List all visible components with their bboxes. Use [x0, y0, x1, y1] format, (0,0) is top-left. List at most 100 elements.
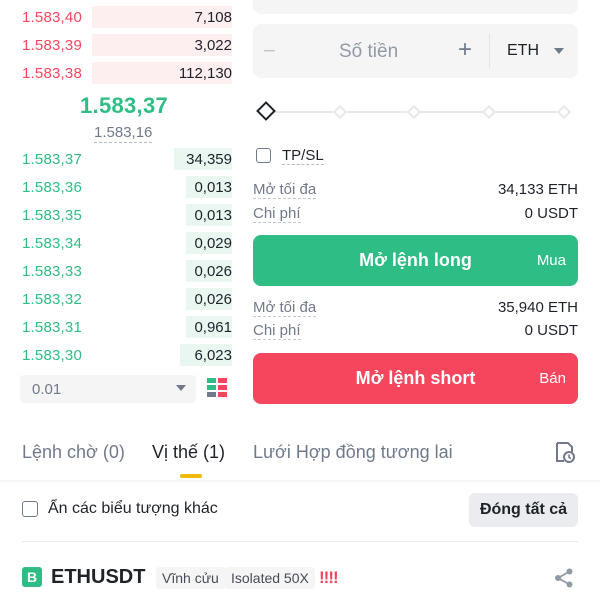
bid-price: 1.583,34: [22, 235, 82, 252]
precision-value: 0.01: [32, 381, 62, 398]
bid-depth-bar: [186, 316, 232, 338]
mark-price[interactable]: 1.583,16: [94, 124, 153, 143]
short-max-value: 35,940 ETH: [497, 299, 578, 316]
ask-row[interactable]: 1.583,40 7,108: [0, 3, 240, 31]
bid-price: 1.583,30: [22, 347, 82, 364]
long-max-label: Mở tối đa: [253, 181, 317, 199]
bid-quantity: 0,026: [194, 291, 232, 308]
ask-quantity: 112,130: [178, 65, 232, 82]
close-all-button[interactable]: Đóng tất cả: [469, 493, 578, 527]
sell-label: Bán: [539, 370, 566, 387]
long-cost-value: 0 USDT: [524, 205, 578, 222]
precision-select[interactable]: 0.01: [20, 375, 196, 403]
history-icon[interactable]: [554, 441, 576, 463]
layout-block: [218, 378, 227, 383]
leverage-slider[interactable]: [256, 100, 572, 124]
increase-button[interactable]: +: [458, 36, 473, 63]
bid-quantity: 0,013: [194, 207, 232, 224]
bid-depth-bar: [186, 176, 232, 198]
bid-quantity: 0,961: [194, 319, 232, 336]
open-long-label: Mở lệnh long: [359, 250, 472, 270]
tpsl-label: TP/SL: [282, 147, 324, 165]
decrease-button[interactable]: −: [263, 38, 276, 63]
open-long-button[interactable]: Mở lệnh long Mua: [253, 235, 578, 286]
chevron-down-icon: [554, 48, 564, 54]
bid-row[interactable]: 1.583,30 6,023: [0, 341, 240, 369]
bid-price: 1.583,33: [22, 263, 82, 280]
bid-depth-bar: [186, 204, 232, 226]
bid-price: 1.583,32: [22, 291, 82, 308]
bid-price: 1.583,31: [22, 319, 82, 336]
ask-quantity: 7,108: [194, 9, 232, 26]
orderbook-layout-icon[interactable]: [207, 378, 227, 398]
ask-quantity: 3,022: [194, 37, 232, 54]
layout-block: [207, 385, 216, 390]
short-cost-label: Chi phí: [253, 322, 301, 340]
active-tab-indicator: [180, 474, 202, 478]
bid-row[interactable]: 1.583,34 0,029: [0, 229, 240, 257]
hide-others-checkbox[interactable]: [22, 501, 38, 517]
bid-quantity: 6,023: [194, 347, 232, 364]
layout-block: [207, 378, 216, 383]
slider-tick[interactable]: [406, 104, 422, 120]
side-badge: B: [22, 567, 42, 587]
bid-row[interactable]: 1.583,37 34,359: [0, 145, 240, 173]
slider-handle[interactable]: [256, 101, 276, 121]
bid-depth-bar: [186, 260, 232, 282]
ask-price: 1.583,40: [22, 9, 82, 26]
bid-row[interactable]: 1.583,32 0,026: [0, 285, 240, 313]
risk-warning: !!!!: [319, 568, 339, 587]
position-symbol[interactable]: ETHUSDT: [51, 566, 146, 588]
ask-price: 1.583,39: [22, 37, 82, 54]
previous-field-bottom: [253, 0, 578, 14]
last-price: 1.583,37: [80, 93, 169, 118]
tpsl-checkbox[interactable]: [256, 148, 271, 163]
hide-others-label: Ẩn các biểu tượng khác: [48, 500, 218, 517]
tab-positions[interactable]: Vị thế (1): [152, 442, 226, 462]
bid-price: 1.583,36: [22, 179, 82, 196]
tab-futures-grid[interactable]: Lưới Hợp đồng tương lai: [253, 442, 453, 462]
slider-tick[interactable]: [332, 104, 348, 120]
bid-quantity: 0,013: [194, 179, 232, 196]
bid-row[interactable]: 1.583,36 0,013: [0, 173, 240, 201]
bid-quantity: 0,029: [194, 235, 232, 252]
amount-placeholder: Số tiền: [339, 41, 399, 62]
ask-depth-bar: [92, 34, 232, 56]
ask-row[interactable]: 1.583,38 112,130: [0, 59, 240, 87]
ask-price: 1.583,38: [22, 65, 82, 82]
bid-price: 1.583,37: [22, 151, 82, 168]
bid-row[interactable]: 1.583,35 0,013: [0, 201, 240, 229]
slider-tick[interactable]: [556, 104, 572, 120]
buy-label: Mua: [536, 252, 566, 269]
layout-block: [218, 392, 227, 397]
chevron-down-icon: [176, 385, 186, 391]
bid-depth-bar: [180, 344, 232, 366]
amount-divider: [489, 34, 490, 68]
tab-open-orders[interactable]: Lệnh chờ (0): [22, 442, 125, 462]
long-max-value: 34,133 ETH: [497, 181, 578, 198]
open-short-label: Mở lệnh short: [355, 368, 476, 388]
bid-price: 1.583,35: [22, 207, 82, 224]
ask-depth-bar: [92, 62, 232, 84]
layout-block: [218, 385, 227, 390]
open-short-button[interactable]: Mở lệnh short Bán: [253, 353, 578, 404]
contract-type-tag: Vĩnh cửu: [156, 567, 225, 589]
bid-quantity: 0,026: [194, 263, 232, 280]
unit-select[interactable]: ETH: [507, 42, 539, 59]
slider-tick[interactable]: [481, 104, 497, 120]
bid-row[interactable]: 1.583,31 0,961: [0, 313, 240, 341]
ask-depth-bar: [92, 6, 232, 28]
row-divider: [22, 541, 578, 542]
layout-block: [207, 392, 216, 397]
ask-row[interactable]: 1.583,39 3,022: [0, 31, 240, 59]
short-cost-value: 0 USDT: [524, 322, 578, 339]
bid-row[interactable]: 1.583,33 0,026: [0, 257, 240, 285]
bid-quantity: 34,359: [186, 151, 232, 168]
long-cost-label: Chi phí: [253, 205, 301, 223]
bid-depth-bar: [186, 288, 232, 310]
bid-depth-bar: [186, 232, 232, 254]
amount-input[interactable]: − Số tiền + ETH: [253, 24, 578, 78]
short-max-label: Mở tối đa: [253, 299, 317, 317]
margin-mode-tag[interactable]: Isolated 50X: [225, 567, 315, 589]
share-icon[interactable]: [553, 567, 575, 589]
